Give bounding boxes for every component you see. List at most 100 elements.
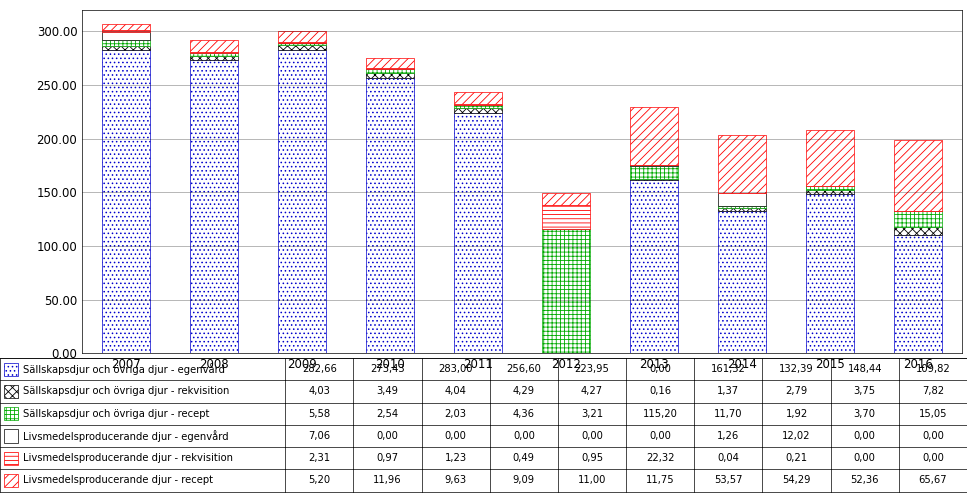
Bar <box>718 193 767 206</box>
Text: 15,05: 15,05 <box>919 409 947 419</box>
Bar <box>454 105 503 108</box>
Bar <box>806 190 855 194</box>
Bar <box>454 113 503 353</box>
Text: 0,97: 0,97 <box>376 453 398 463</box>
Text: 0,00: 0,00 <box>445 431 467 441</box>
Text: 0,49: 0,49 <box>513 453 535 463</box>
Text: 1,37: 1,37 <box>718 386 740 397</box>
Text: 22,32: 22,32 <box>646 453 674 463</box>
Bar <box>102 50 151 353</box>
Text: 283,00: 283,00 <box>438 364 473 374</box>
Bar <box>630 179 679 180</box>
Bar <box>278 49 327 353</box>
Bar <box>366 58 415 68</box>
Text: 11,75: 11,75 <box>646 475 675 486</box>
Text: 1,26: 1,26 <box>718 431 740 441</box>
Bar <box>4 407 18 420</box>
Text: 0,00: 0,00 <box>649 431 671 441</box>
Text: 11,70: 11,70 <box>715 409 743 419</box>
Text: 1,23: 1,23 <box>445 453 467 463</box>
Bar <box>278 32 327 42</box>
Text: Sällskapsdjur och övriga djur - rekvisition: Sällskapsdjur och övriga djur - rekvisit… <box>23 386 229 397</box>
Text: Livsmedelsproducerande djur - rekvisition: Livsmedelsproducerande djur - rekvisitio… <box>23 453 233 463</box>
Bar <box>894 211 943 227</box>
Bar <box>4 474 18 487</box>
Bar <box>718 208 767 211</box>
Bar <box>542 229 591 353</box>
Bar <box>366 69 415 73</box>
Text: 11,00: 11,00 <box>578 475 606 486</box>
Bar <box>4 452 18 465</box>
Bar <box>454 104 503 105</box>
Bar <box>630 165 679 166</box>
Text: 3,75: 3,75 <box>854 386 876 397</box>
Text: 2,31: 2,31 <box>308 453 331 463</box>
Bar <box>102 40 151 45</box>
Text: 0,00: 0,00 <box>922 453 944 463</box>
Text: 9,09: 9,09 <box>513 475 535 486</box>
Text: 0,00: 0,00 <box>854 453 876 463</box>
Bar <box>806 130 855 186</box>
Text: 115,20: 115,20 <box>643 409 678 419</box>
Text: 3,70: 3,70 <box>854 409 876 419</box>
Text: Livsmedelsproducerande djur - recept: Livsmedelsproducerande djur - recept <box>23 475 213 486</box>
Text: 223,95: 223,95 <box>574 364 609 374</box>
Bar <box>190 40 239 52</box>
Text: 4,03: 4,03 <box>308 386 331 397</box>
Text: Livsmedelsproducerande djur - egenvård: Livsmedelsproducerande djur - egenvård <box>23 430 229 442</box>
Bar <box>542 206 591 229</box>
Bar <box>366 68 415 69</box>
Text: 0,00: 0,00 <box>376 431 398 441</box>
Text: 9,63: 9,63 <box>445 475 467 486</box>
Bar <box>190 60 239 353</box>
Bar <box>102 24 151 30</box>
Bar <box>718 135 767 193</box>
Text: 273,43: 273,43 <box>370 364 405 374</box>
Bar <box>190 53 239 56</box>
Text: 0,00: 0,00 <box>922 431 944 441</box>
Text: 132,39: 132,39 <box>779 364 814 374</box>
Text: 161,32: 161,32 <box>711 364 746 374</box>
Text: 282,66: 282,66 <box>302 364 337 374</box>
Text: 2,54: 2,54 <box>376 409 398 419</box>
Bar <box>718 206 767 208</box>
Text: 2,03: 2,03 <box>445 409 467 419</box>
Text: 4,36: 4,36 <box>513 409 535 419</box>
Text: 11,96: 11,96 <box>373 475 402 486</box>
Text: 65,67: 65,67 <box>919 475 948 486</box>
Bar <box>102 45 151 50</box>
Bar <box>366 73 415 78</box>
Text: 0,00: 0,00 <box>649 364 671 374</box>
Text: 52,36: 52,36 <box>851 475 879 486</box>
Text: 0,00: 0,00 <box>581 431 603 441</box>
Text: 4,04: 4,04 <box>445 386 467 397</box>
Text: 7,06: 7,06 <box>308 431 331 441</box>
Text: 53,57: 53,57 <box>715 475 743 486</box>
Text: 0,95: 0,95 <box>581 453 603 463</box>
Text: 0,16: 0,16 <box>649 386 671 397</box>
Bar <box>102 30 151 32</box>
Text: 2,79: 2,79 <box>785 386 807 397</box>
Bar <box>630 107 679 165</box>
Bar <box>190 56 239 60</box>
Bar <box>718 211 767 353</box>
Text: 0,00: 0,00 <box>854 431 876 441</box>
Bar <box>542 193 591 206</box>
Bar <box>806 194 855 353</box>
Bar <box>630 166 679 179</box>
Text: 1,92: 1,92 <box>785 409 807 419</box>
Bar <box>278 43 327 45</box>
Bar <box>454 108 503 113</box>
Text: 4,29: 4,29 <box>513 386 535 397</box>
Bar <box>278 42 327 43</box>
Bar <box>630 180 679 353</box>
Bar <box>4 429 18 443</box>
Text: 7,82: 7,82 <box>922 386 944 397</box>
Text: 3,21: 3,21 <box>581 409 603 419</box>
Text: 0,00: 0,00 <box>513 431 535 441</box>
Bar <box>806 186 855 190</box>
Text: 3,49: 3,49 <box>376 386 398 397</box>
Text: 256,60: 256,60 <box>507 364 542 374</box>
Bar <box>102 32 151 40</box>
Text: Sällskapsdjur och övriga djur - recept: Sällskapsdjur och övriga djur - recept <box>23 409 210 419</box>
